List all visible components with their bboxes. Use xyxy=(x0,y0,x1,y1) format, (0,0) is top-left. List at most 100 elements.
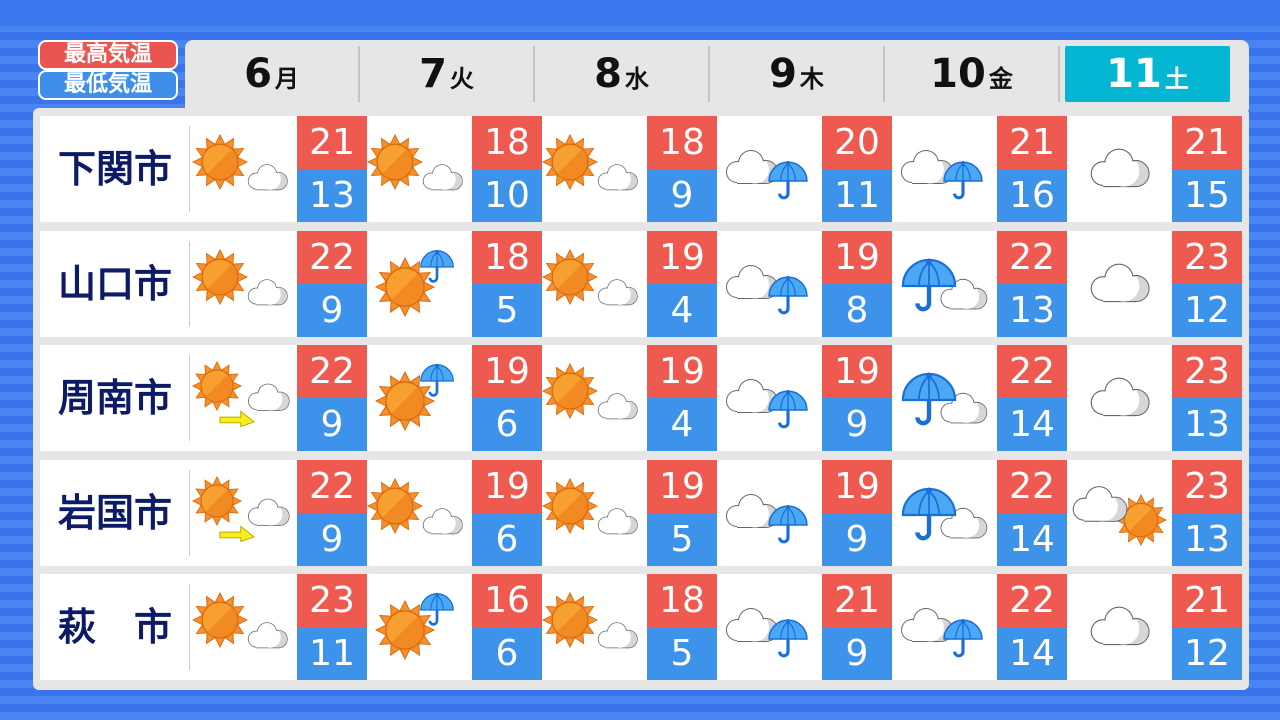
legend-low-temp: 最低気温 xyxy=(38,70,178,100)
day-header: 6 月 7 火 8 水 9 木 10 金 11 土 xyxy=(185,40,1249,110)
arrow-icon xyxy=(219,410,255,428)
high-temp: 19 xyxy=(472,345,542,398)
high-temp: 18 xyxy=(472,116,542,169)
high-temp: 23 xyxy=(1172,230,1242,284)
cloud-icon xyxy=(1090,263,1150,302)
forecast-cell: 20 11 xyxy=(715,116,892,222)
sun-icon xyxy=(192,134,248,190)
forecast-cell: 19 6 xyxy=(365,459,542,566)
high-temp: 19 xyxy=(647,230,717,284)
forecast-cell: 16 6 xyxy=(365,574,542,680)
low-temp: 9 xyxy=(822,627,892,680)
low-temp: 14 xyxy=(997,512,1067,566)
sun-icon xyxy=(192,592,248,648)
high-temp: 21 xyxy=(1172,116,1242,169)
weather-icon-rain-cloud xyxy=(892,474,988,552)
high-temp: 22 xyxy=(997,459,1067,513)
low-temp: 6 xyxy=(472,627,542,680)
city-name: 萩 市 xyxy=(40,574,190,680)
cloud-icon xyxy=(597,278,638,305)
forecast-cell: 23 11 xyxy=(190,574,367,680)
weather-icon-cloud-sun xyxy=(1072,485,1167,546)
forecast-cell: 22 9 xyxy=(190,345,367,451)
low-temp: 8 xyxy=(822,283,892,337)
forecast-cell: 19 4 xyxy=(540,230,717,337)
weather-icon-sun-cloud xyxy=(192,134,288,191)
low-temp: 5 xyxy=(647,512,717,566)
forecast-cell: 18 9 xyxy=(540,116,717,222)
high-temp: 21 xyxy=(822,574,892,627)
high-temp: 19 xyxy=(822,459,892,513)
weather-icon-cloud xyxy=(1090,148,1150,188)
forecast-cell: 19 8 xyxy=(715,230,892,337)
city-row: 山口市 22 9 18 5 19 4 19 8 22 13 23 12 xyxy=(40,230,1242,337)
high-temp: 23 xyxy=(1172,459,1242,513)
low-temp: 6 xyxy=(472,398,542,451)
forecast-cell: 19 5 xyxy=(540,459,717,566)
high-temp: 21 xyxy=(297,116,367,169)
sun-icon xyxy=(542,248,598,305)
forecast-cell: 22 9 xyxy=(190,230,367,337)
high-temp: 18 xyxy=(472,230,542,284)
weather-icon-sun-cloud xyxy=(367,134,463,191)
sun-icon xyxy=(192,475,242,526)
city-row: 岩国市 22 9 19 6 19 5 19 9 22 14 23 13 xyxy=(40,459,1242,566)
low-temp: 6 xyxy=(472,512,542,566)
cloud-icon xyxy=(422,164,463,191)
forecast-cell: 21 9 xyxy=(715,574,892,680)
sun-icon xyxy=(542,592,598,648)
weather-icon-rain-cloud xyxy=(892,359,988,437)
low-temp: 9 xyxy=(297,512,367,566)
weekday: 水 xyxy=(624,65,649,93)
weather-icon-sun-cloud xyxy=(367,477,463,534)
forecast-table: 下関市 21 13 18 10 18 9 20 11 21 16 21 15 山口市 22 9 18 5 19 4 19… xyxy=(33,108,1249,690)
weather-icon-sun-rain xyxy=(375,248,455,317)
umbrella-icon xyxy=(767,274,809,314)
low-temp: 5 xyxy=(472,283,542,337)
legend-high-temp: 最高気温 xyxy=(38,40,178,70)
forecast-cell: 22 14 xyxy=(890,459,1067,566)
weather-icon-cloud xyxy=(1090,377,1150,417)
weather-icon-sun-cloud xyxy=(542,592,638,649)
forecast-cell: 19 6 xyxy=(365,345,542,451)
weather-icon-cloud-rain xyxy=(726,493,809,543)
sun-icon xyxy=(542,134,598,190)
cloud-icon xyxy=(247,278,288,305)
low-temp: 4 xyxy=(647,283,717,337)
umbrella-icon xyxy=(942,160,984,200)
forecast-cell: 21 16 xyxy=(890,116,1067,222)
high-temp: 22 xyxy=(297,345,367,398)
city-name: 下関市 xyxy=(40,116,190,222)
cloud-icon xyxy=(248,498,290,526)
high-temp: 22 xyxy=(297,230,367,284)
forecast-cell: 22 14 xyxy=(890,574,1067,680)
sun-icon xyxy=(192,248,248,305)
high-temp: 21 xyxy=(1172,574,1242,627)
high-temp: 18 xyxy=(647,116,717,169)
top-bar xyxy=(0,0,1280,26)
high-temp: 20 xyxy=(822,116,892,169)
low-temp: 16 xyxy=(997,169,1067,222)
sun-icon xyxy=(192,361,242,411)
forecast-cell: 19 9 xyxy=(715,345,892,451)
day-number: 7 xyxy=(419,51,447,97)
weather-icon-sun-cloud xyxy=(542,248,638,305)
weather-icon-cloud-rain xyxy=(726,150,809,200)
weekday: 木 xyxy=(799,65,824,93)
forecast-cell: 21 15 xyxy=(1065,116,1242,222)
high-temp: 16 xyxy=(472,574,542,627)
weather-icon-sun-cloud xyxy=(542,363,638,420)
low-temp: 9 xyxy=(297,283,367,337)
weather-icon-sun-then-cloud xyxy=(192,361,290,428)
city-row: 周南市 22 9 19 6 19 4 19 9 22 14 23 13 xyxy=(40,345,1242,451)
low-temp: 13 xyxy=(997,283,1067,337)
high-temp: 21 xyxy=(997,116,1067,169)
cloud-icon xyxy=(1072,485,1128,522)
sun-icon xyxy=(542,363,598,419)
forecast-cell: 22 14 xyxy=(890,345,1067,451)
day-number: 10 xyxy=(930,51,986,97)
cloud-icon xyxy=(247,622,288,649)
legend: 最高気温 最低気温 xyxy=(38,40,178,100)
